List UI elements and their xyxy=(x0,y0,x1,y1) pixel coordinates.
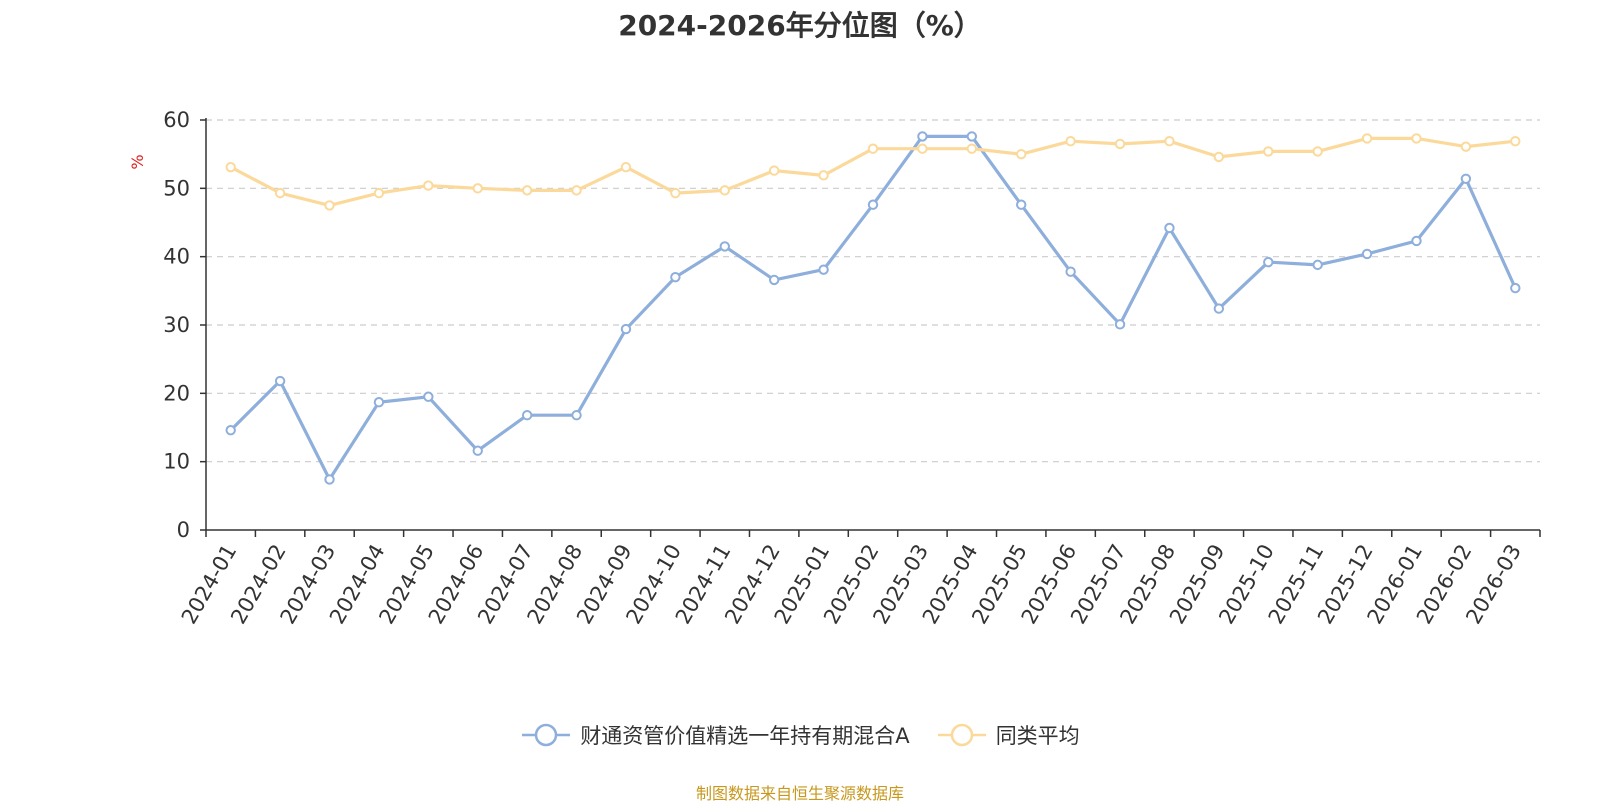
legend-item-average[interactable]: 同类平均 xyxy=(936,720,1080,750)
data-point-1[interactable] xyxy=(966,143,978,154)
data-point-0[interactable] xyxy=(521,410,533,421)
data-point-0[interactable] xyxy=(1411,235,1422,247)
data-point-1[interactable] xyxy=(867,143,879,154)
data-point-0[interactable] xyxy=(1065,266,1076,277)
legend: 财通资管价值精选一年持有期混合A 同类平均 xyxy=(0,720,1600,750)
data-point-1[interactable] xyxy=(1361,133,1373,144)
legend-average-marker-icon xyxy=(937,723,986,747)
data-point-0[interactable] xyxy=(1016,199,1027,210)
y-tick-label: 40 xyxy=(163,245,190,269)
data-point-0[interactable] xyxy=(818,264,829,275)
data-point-0[interactable] xyxy=(423,391,434,402)
data-point-1[interactable] xyxy=(373,187,385,199)
data-point-1[interactable] xyxy=(917,143,928,154)
legend-label-fund: 财通资管价值精选一年持有期混合A xyxy=(580,724,910,748)
data-point-0[interactable] xyxy=(1312,259,1323,271)
data-point-1[interactable] xyxy=(1312,146,1323,157)
data-point-0[interactable] xyxy=(1263,256,1274,268)
data-point-0[interactable] xyxy=(472,445,483,456)
data-point-0[interactable] xyxy=(1460,173,1472,184)
data-point-1[interactable] xyxy=(620,161,632,173)
data-point-1[interactable] xyxy=(423,180,434,191)
data-point-1[interactable] xyxy=(768,165,780,176)
data-point-1[interactable] xyxy=(1213,151,1225,163)
data-point-1[interactable] xyxy=(472,183,483,194)
data-point-1[interactable] xyxy=(225,161,236,173)
data-point-1[interactable] xyxy=(670,187,681,199)
data-point-0[interactable] xyxy=(571,410,582,421)
y-tick-label: 0 xyxy=(177,518,190,542)
data-point-1[interactable] xyxy=(1263,146,1274,157)
y-tick-label: 50 xyxy=(163,176,190,200)
data-point-1[interactable] xyxy=(1016,148,1027,160)
data-point-1[interactable] xyxy=(571,185,582,196)
data-point-1[interactable] xyxy=(274,187,286,199)
grid-lines xyxy=(206,119,1540,463)
data-point-0[interactable] xyxy=(1510,282,1521,294)
data-point-0[interactable] xyxy=(917,131,928,142)
axes: 01020304050602024-012024-022024-032024-0… xyxy=(163,108,1541,628)
data-point-0[interactable] xyxy=(373,397,385,408)
series xyxy=(225,131,1521,485)
data-point-0[interactable] xyxy=(867,199,879,210)
legend-label-average: 同类平均 xyxy=(995,724,1080,748)
data-point-0[interactable] xyxy=(324,474,335,485)
data-point-1[interactable] xyxy=(1164,135,1175,147)
data-point-0[interactable] xyxy=(1164,222,1175,234)
data-point-1[interactable] xyxy=(1114,138,1126,150)
data-point-0[interactable] xyxy=(225,425,236,436)
data-point-1[interactable] xyxy=(719,185,730,196)
data-point-1[interactable] xyxy=(818,170,829,181)
data-point-0[interactable] xyxy=(966,131,978,142)
data-point-1[interactable] xyxy=(1411,133,1422,144)
y-tick-label: 10 xyxy=(163,450,190,474)
y-tick-label: 20 xyxy=(163,381,190,405)
data-point-1[interactable] xyxy=(1065,135,1076,147)
y-axis-label: % xyxy=(128,154,147,169)
data-point-0[interactable] xyxy=(1361,248,1373,260)
line-chart: % 01020304050602024-012024-022024-032024… xyxy=(128,108,1541,628)
data-point-0[interactable] xyxy=(1213,303,1225,314)
legend-fund-marker-icon xyxy=(522,723,571,747)
data-point-1[interactable] xyxy=(1510,135,1521,147)
data-point-0[interactable] xyxy=(768,274,780,286)
legend-item-fund[interactable]: 财通资管价值精选一年持有期混合A xyxy=(520,720,910,750)
chart-title: 2024-2026年分位图（%） xyxy=(618,9,982,42)
data-point-0[interactable] xyxy=(670,271,681,283)
y-tick-label: 30 xyxy=(163,313,190,337)
source-note: 制图数据来自恒生聚源数据库 xyxy=(695,784,904,803)
y-tick-label: 60 xyxy=(163,108,190,132)
data-point-1[interactable] xyxy=(1460,141,1472,152)
data-point-0[interactable] xyxy=(274,375,286,387)
data-point-1[interactable] xyxy=(324,200,335,211)
data-point-0[interactable] xyxy=(719,241,730,252)
data-point-0[interactable] xyxy=(620,323,632,335)
data-point-0[interactable] xyxy=(1114,319,1126,330)
data-point-1[interactable] xyxy=(521,185,533,196)
